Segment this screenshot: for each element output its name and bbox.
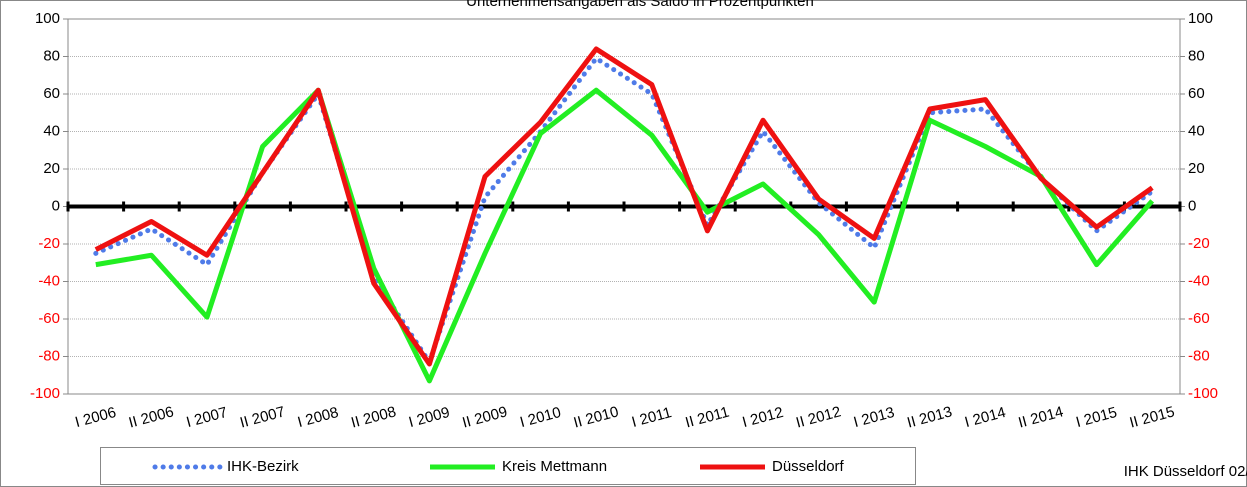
y2-tick-label: 20 — [1188, 160, 1205, 177]
y2-tick-label: -100 — [1188, 385, 1218, 402]
y-tick-label: -80 — [38, 347, 60, 364]
y2-tick-label: 0 — [1188, 197, 1196, 214]
legend-label: Düsseldorf — [772, 458, 845, 475]
y-tick-label: 80 — [43, 47, 60, 64]
y-tick-label: -40 — [38, 272, 60, 289]
legend-label: Kreis Mettmann — [502, 458, 607, 475]
y2-tick-label: 100 — [1188, 10, 1213, 27]
series-line — [94, 46, 1154, 367]
legend-box — [100, 447, 916, 485]
y2-tick-label: 60 — [1188, 85, 1205, 102]
y2-tick-label: -20 — [1188, 235, 1210, 252]
y-tick-label: 60 — [43, 85, 60, 102]
y-tick-label: -20 — [38, 235, 60, 252]
source-note: IHK Düsseldorf 02/16 — [1124, 463, 1247, 480]
y2-tick-label: -40 — [1188, 272, 1210, 289]
legend-label: IHK-Bezirk — [227, 458, 299, 475]
y-tick-label: -100 — [30, 385, 60, 402]
series-line — [95, 87, 1155, 384]
y-tick-label: 0 — [52, 197, 60, 214]
y-tick-label: 20 — [43, 160, 60, 177]
y-tick-label: -60 — [38, 310, 60, 327]
y-tick-label: 40 — [43, 122, 60, 139]
chart-title: Unternehmensangaben als Saldo in Prozent… — [466, 0, 814, 10]
y2-tick-label: 40 — [1188, 122, 1205, 139]
y2-tick-label: -60 — [1188, 310, 1210, 327]
y-tick-label: 100 — [35, 10, 60, 27]
y2-tick-label: 80 — [1188, 47, 1205, 64]
y2-tick-label: -80 — [1188, 347, 1210, 364]
